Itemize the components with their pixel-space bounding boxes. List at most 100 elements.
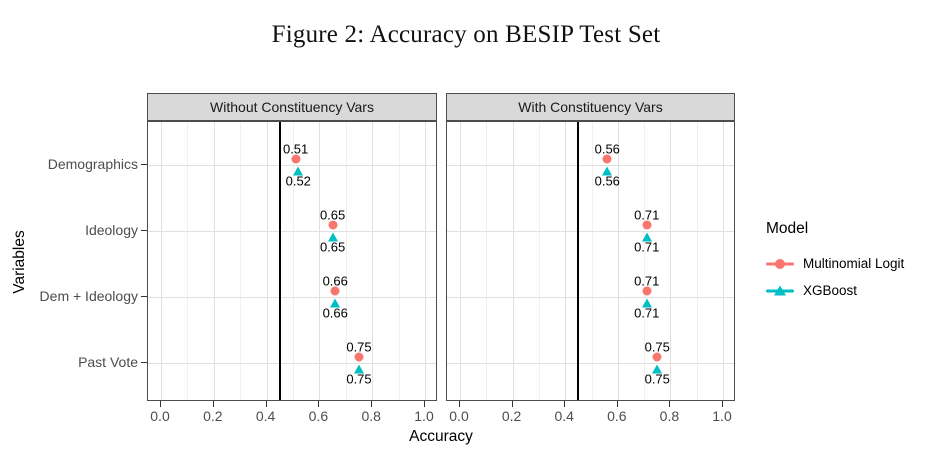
value-label: 0.52 <box>285 173 311 189</box>
x-axis-tick <box>265 401 267 407</box>
legend-item-xgboost: XGBoost <box>766 277 904 304</box>
value-label: 0.71 <box>634 207 660 223</box>
circle-marker-icon <box>775 258 785 269</box>
figure-title: Figure 2: Accuracy on BESIP Test Set <box>271 21 661 48</box>
x-tick-label: 0.4 <box>554 408 574 424</box>
data-point-xgboost <box>354 364 364 374</box>
x-tick-label: 0.8 <box>659 408 680 424</box>
data-point-xgboost <box>641 232 652 242</box>
y-axis-tick <box>141 296 147 297</box>
x-tick-label: 0.2 <box>203 408 223 424</box>
gridline-vertical <box>644 122 646 400</box>
x-axis-tick <box>722 401 723 407</box>
x-tick-label: 0.6 <box>607 408 627 424</box>
gridline-horizontal <box>447 363 734 364</box>
data-point-multinomial-logit <box>642 286 652 296</box>
gridline-horizontal <box>148 363 436 364</box>
legend-key-multinomial-logit <box>766 257 794 271</box>
x-tick-label: 0.6 <box>308 408 329 424</box>
gridline-vertical <box>591 122 593 400</box>
data-point-multinomial-logit <box>602 154 612 164</box>
x-tick-label: 1.0 <box>414 408 434 424</box>
gridline-vertical <box>213 122 215 400</box>
data-point-multinomial-logit <box>330 286 340 296</box>
value-label: 0.75 <box>644 339 670 355</box>
y-tick-label: Ideology <box>85 222 138 238</box>
gridline-vertical <box>345 122 347 400</box>
value-label: 0.75 <box>346 371 372 387</box>
data-point-multinomial-logit <box>328 220 338 230</box>
gridline-vertical <box>161 122 162 400</box>
data-point-xgboost <box>652 364 663 374</box>
y-tick-label: Demographics <box>47 156 138 172</box>
legend-item-multinomial-logit: Multinomial Logit <box>766 250 904 277</box>
data-point-xgboost <box>602 166 613 176</box>
gridline-vertical <box>240 122 242 400</box>
value-label: 0.66 <box>322 305 348 321</box>
gridline-vertical <box>372 122 374 400</box>
x-axis-tick <box>459 401 460 407</box>
x-axis-tick <box>371 401 373 407</box>
gridline-vertical <box>723 122 724 400</box>
value-label: 0.56 <box>594 141 620 157</box>
value-label: 0.65 <box>319 239 346 255</box>
x-tick-label: 0.4 <box>255 408 276 424</box>
facet-strip: With Constituency Vars <box>446 93 735 121</box>
data-point-multinomial-logit <box>291 154 301 164</box>
y-axis-tick <box>141 230 147 231</box>
value-label: 0.75 <box>644 371 670 387</box>
gridline-vertical <box>319 122 321 400</box>
x-tick-label: 0.8 <box>361 408 381 424</box>
gridline-vertical <box>293 122 294 400</box>
gridline-vertical <box>538 122 540 400</box>
gridline-vertical <box>187 122 189 400</box>
gridline-vertical <box>565 122 567 400</box>
gridline-vertical <box>460 122 461 400</box>
x-axis-tick <box>669 401 671 407</box>
reference-line <box>577 122 580 400</box>
legend-label-multinomial-logit: Multinomial Logit <box>803 256 905 271</box>
value-label: 0.56 <box>594 173 620 189</box>
x-axis-tick <box>616 401 618 407</box>
data-point-xgboost <box>330 298 341 308</box>
legend-label-xgboost: XGBoost <box>803 283 858 298</box>
gridline-horizontal <box>148 297 436 298</box>
gridline-horizontal <box>447 297 734 298</box>
gridline-vertical <box>486 122 488 400</box>
gridline-vertical <box>266 122 268 400</box>
gridline-vertical <box>670 122 672 400</box>
gridline-vertical <box>398 122 400 400</box>
x-tick-label: 0.0 <box>449 408 469 424</box>
x-tick-label: 0.2 <box>501 408 522 424</box>
value-label: 0.71 <box>634 305 660 321</box>
x-axis-tick <box>564 401 566 407</box>
gridline-horizontal <box>447 231 734 232</box>
x-tick-label: 0.0 <box>150 408 170 424</box>
data-point-multinomial-logit <box>642 220 652 230</box>
y-tick-label: Dem + Ideology <box>39 288 138 304</box>
data-point-multinomial-logit <box>652 352 662 362</box>
triangle-marker-icon <box>774 285 786 295</box>
gridline-vertical <box>696 122 698 400</box>
data-point-xgboost <box>293 166 304 176</box>
gridline-vertical <box>512 122 514 400</box>
x-axis-tick <box>212 401 214 407</box>
value-label: 0.71 <box>634 273 660 289</box>
y-axis-tick <box>141 164 147 165</box>
x-axis-tick <box>160 401 161 407</box>
y-axis-title: Variables <box>11 230 28 294</box>
reference-line <box>278 122 281 400</box>
facet-strip: Without Constituency Vars <box>147 93 437 121</box>
data-point-xgboost <box>641 298 652 308</box>
legend-key-xgboost <box>766 284 794 298</box>
gridline-vertical <box>425 122 426 400</box>
y-tick-label: Past Vote <box>78 354 138 370</box>
value-label: 0.65 <box>319 207 346 223</box>
data-point-multinomial-logit <box>354 352 364 362</box>
x-axis-tick <box>318 401 320 407</box>
x-axis-tick <box>511 401 513 407</box>
x-tick-label: 1.0 <box>712 408 732 424</box>
gridline-horizontal <box>447 165 734 166</box>
value-label: 0.51 <box>282 141 309 157</box>
